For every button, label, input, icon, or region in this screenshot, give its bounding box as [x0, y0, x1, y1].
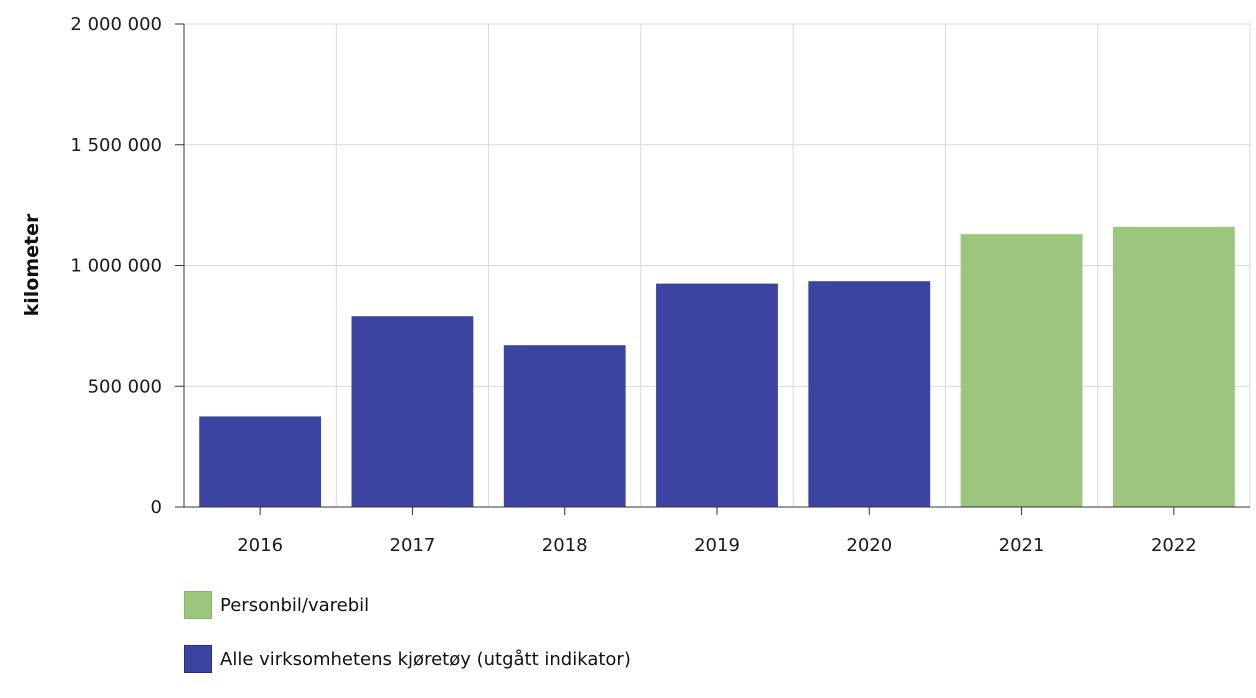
- x-tick-label: 2018: [542, 535, 588, 556]
- legend-item-alle-kjoretoy[interactable]: Alle virksomhetens kjøretøy (utgått indi…: [184, 644, 631, 674]
- bar-2017[interactable]: [351, 316, 474, 507]
- bar-2022[interactable]: [1112, 226, 1235, 508]
- bar-2021[interactable]: [960, 234, 1083, 508]
- bar-2018[interactable]: [503, 345, 626, 507]
- bar-chart: 0 500 000 1 000 000 1 500 000 2 000 000 2016…: [21, 14, 1251, 556]
- y-tick-label: 2 000 000: [70, 14, 162, 35]
- bar-2019[interactable]: [656, 283, 778, 507]
- y-tick-label: 0: [151, 497, 162, 518]
- bars: [199, 226, 1235, 508]
- legend: Personbil/varebil Alle virksomhetens kjø…: [184, 590, 631, 698]
- legend-label: Personbil/varebil: [220, 594, 370, 616]
- legend-item-personbil[interactable]: Personbil/varebil: [184, 590, 631, 620]
- y-tick-label: 1 500 000: [70, 135, 162, 156]
- gridlines: [184, 23, 1251, 507]
- x-tick-label: 2017: [390, 535, 436, 556]
- legend-swatch-personbil: [184, 591, 212, 619]
- x-tick-label: 2019: [694, 535, 740, 556]
- y-tick-label: 1 000 000: [70, 256, 162, 277]
- y-axis-title: kilometer: [21, 213, 43, 316]
- legend-swatch-alle-kjoretoy: [184, 645, 212, 673]
- bar-2016[interactable]: [199, 416, 322, 507]
- y-axis-ticks: 0 500 000 1 000 000 1 500 000 2 000 000: [70, 14, 184, 518]
- x-axis-ticks: 2016 2017 2018 2019 2020 2021 2022: [237, 507, 1197, 556]
- x-tick-label: 2020: [846, 535, 892, 556]
- x-tick-label: 2016: [237, 535, 283, 556]
- legend-label: Alle virksomhetens kjøretøy (utgått indi…: [220, 648, 631, 670]
- x-tick-label: 2022: [1151, 535, 1197, 556]
- y-tick-label: 500 000: [88, 376, 162, 397]
- bar-2020[interactable]: [808, 281, 931, 507]
- x-tick-label: 2021: [999, 535, 1045, 556]
